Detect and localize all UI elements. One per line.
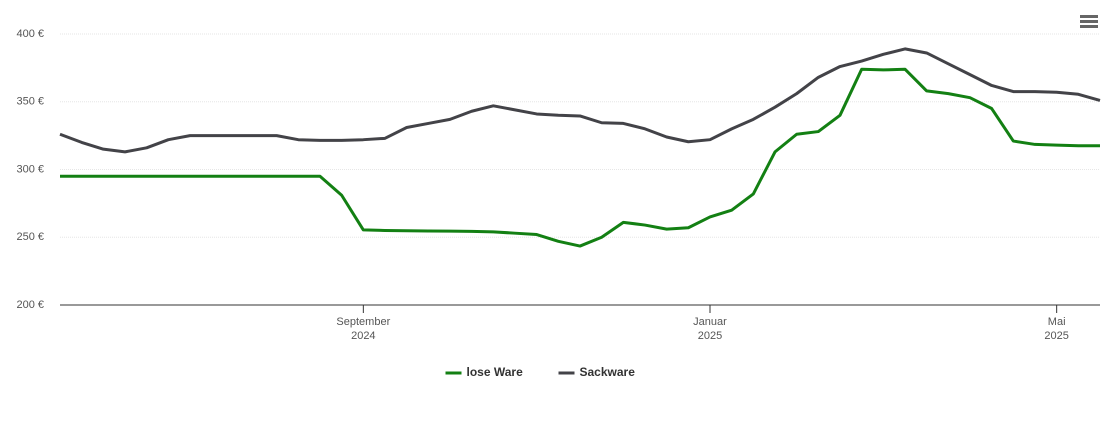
- legend-label: Sackware: [580, 365, 636, 379]
- x-tick-label: Mai 2025: [1044, 316, 1068, 342]
- x-tick-label: September 2024: [336, 316, 390, 342]
- menu-bar: [1080, 20, 1098, 23]
- y-tick-label: 350 €: [16, 96, 44, 108]
- y-tick-label: 200 €: [16, 299, 44, 311]
- y-tick-label: 300 €: [16, 163, 44, 175]
- y-tick-label: 400 €: [16, 28, 44, 40]
- y-tick-label: 250 €: [16, 231, 44, 243]
- menu-bar: [1080, 25, 1098, 28]
- line: [60, 67, 1100, 248]
- legend-label: lose Ware: [467, 365, 524, 379]
- x-tick-label: Januar 2025: [693, 316, 727, 342]
- line: [59, 47, 1101, 154]
- menu-button[interactable]: [1080, 15, 1098, 28]
- legend: lose Ware Sackware: [445, 365, 636, 379]
- menu-bar: [1080, 15, 1098, 18]
